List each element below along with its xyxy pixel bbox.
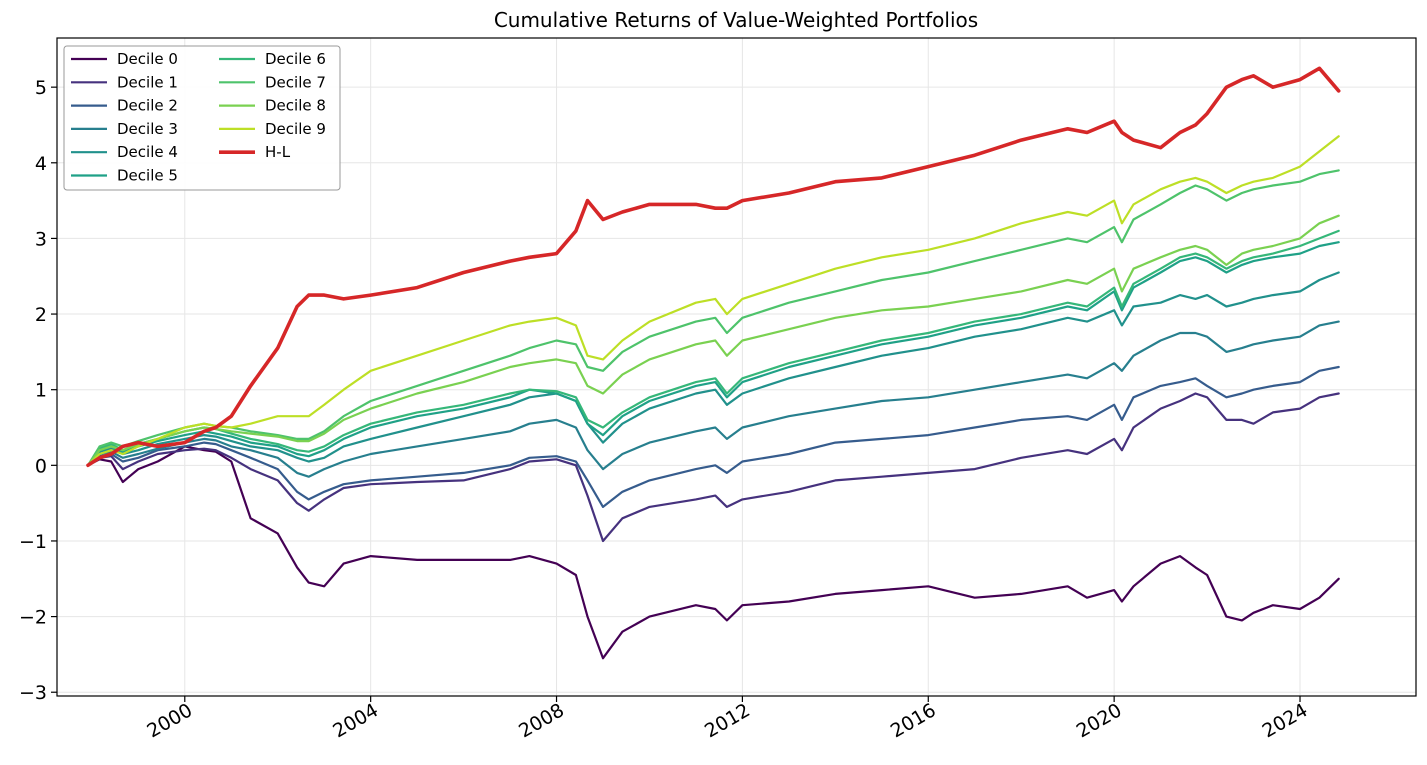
y-tick-label: 5 (35, 77, 47, 99)
x-tick-label: 2024 (1259, 699, 1312, 742)
series-line-decile-6 (86, 229, 1340, 467)
legend-box (63, 45, 341, 191)
legend-label-decile-8: Decile 8 (265, 97, 326, 115)
grid-lines (57, 38, 1416, 696)
y-tick-label: −1 (19, 531, 47, 553)
series-line-h-l (86, 66, 1341, 468)
legend-label-decile-1: Decile 1 (117, 73, 178, 91)
x-axis-ticks: 2000 2004 2008 2012 2016 2020 2024 (143, 696, 1312, 743)
series-line-decile-7 (86, 169, 1340, 467)
x-tick-label: 2020 (1073, 699, 1126, 742)
y-tick-label: −2 (19, 607, 47, 629)
legend: Decile 0 Decile 1 Decile 2 Decile 3 Decile 4… (63, 45, 341, 191)
chart-title: Cumulative Returns of Value-Weighted Por… (494, 8, 978, 32)
legend-label-decile-7: Decile 7 (265, 73, 326, 91)
plot-frame (56, 37, 1417, 697)
series-line-decile-8 (86, 214, 1340, 467)
y-tick-label: 2 (35, 304, 47, 326)
series-line-decile-4 (86, 271, 1340, 467)
series-line-decile-1 (86, 392, 1340, 543)
x-tick-label: 2012 (701, 699, 754, 742)
x-tick-label: 2004 (329, 699, 382, 742)
series-line-decile-0 (86, 445, 1340, 660)
x-tick-label: 2000 (143, 699, 196, 742)
y-tick-label: 0 (35, 455, 47, 477)
legend-label-decile-4: Decile 4 (117, 143, 178, 161)
x-tick-label: 2008 (515, 699, 568, 742)
series-line-decile-5 (86, 241, 1340, 467)
series-line-decile-3 (86, 320, 1340, 478)
y-tick-label: −3 (19, 682, 47, 704)
legend-label-decile-6: Decile 6 (265, 50, 326, 68)
legend-label-decile-0: Decile 0 (117, 50, 178, 68)
series-line-decile-2 (86, 365, 1340, 508)
series-line-decile-9 (86, 135, 1340, 467)
legend-label-decile-3: Decile 3 (117, 120, 178, 138)
y-axis-ticks: −3 −2 −1 0 1 2 3 4 5 (19, 77, 57, 704)
legend-label-decile-5: Decile 5 (117, 167, 178, 185)
series-lines (86, 66, 1341, 660)
legend-label-decile-9: Decile 9 (265, 120, 326, 138)
legend-label-h-l: H-L (265, 143, 291, 161)
legend-label-decile-2: Decile 2 (117, 97, 178, 115)
y-tick-label: 1 (35, 380, 47, 402)
x-tick-label: 2016 (887, 699, 940, 742)
y-tick-label: 3 (35, 228, 47, 250)
y-tick-label: 4 (35, 153, 47, 175)
